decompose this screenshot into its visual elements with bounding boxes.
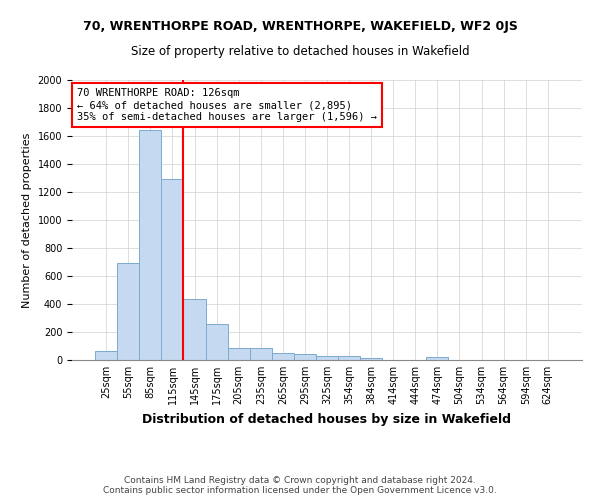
Bar — [117, 264, 139, 360]
Bar — [294, 354, 316, 360]
Bar — [272, 353, 294, 360]
Bar — [227, 348, 250, 360]
Bar — [95, 351, 117, 360]
X-axis label: Distribution of detached houses by size in Wakefield: Distribution of detached houses by size … — [143, 412, 511, 426]
Bar — [139, 130, 161, 360]
Text: Contains HM Land Registry data © Crown copyright and database right 2024.
Contai: Contains HM Land Registry data © Crown c… — [103, 476, 497, 495]
Bar — [360, 358, 382, 360]
Text: 70 WRENTHORPE ROAD: 126sqm
← 64% of detached houses are smaller (2,895)
35% of s: 70 WRENTHORPE ROAD: 126sqm ← 64% of deta… — [77, 88, 377, 122]
Bar — [161, 180, 184, 360]
Bar — [250, 348, 272, 360]
Bar — [338, 356, 360, 360]
Bar — [206, 324, 227, 360]
Text: Size of property relative to detached houses in Wakefield: Size of property relative to detached ho… — [131, 45, 469, 58]
Text: 70, WRENTHORPE ROAD, WRENTHORPE, WAKEFIELD, WF2 0JS: 70, WRENTHORPE ROAD, WRENTHORPE, WAKEFIE… — [83, 20, 517, 33]
Bar — [316, 356, 338, 360]
Bar — [184, 299, 206, 360]
Y-axis label: Number of detached properties: Number of detached properties — [22, 132, 32, 308]
Bar — [427, 357, 448, 360]
